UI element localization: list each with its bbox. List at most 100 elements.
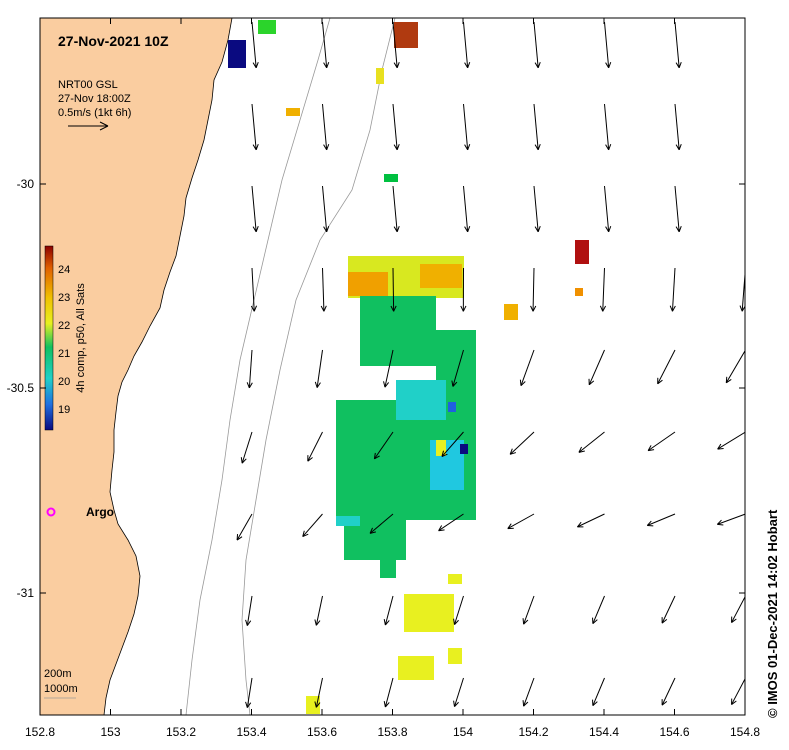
current-arrow [460, 267, 467, 312]
current-arrow [369, 513, 394, 534]
current-arrow [717, 431, 745, 450]
x-tick-label: 153.6 [307, 725, 337, 739]
current-arrow [578, 431, 605, 453]
contour-label-1000m: 1000m [44, 683, 78, 695]
x-tick-label: 153.2 [166, 725, 196, 739]
time-label: 27-Nov 18:00Z [58, 93, 131, 105]
current-arrow [441, 431, 464, 457]
current-arrow [507, 513, 535, 530]
y-tick-label: -30.5 [7, 381, 35, 395]
contour-label-200m: 200m [44, 668, 72, 680]
current-arrow [236, 513, 253, 541]
x-axis: 152.8 153 153.2 153.4 153.6 153.8 154 154.2 154.… [25, 18, 760, 739]
current-arrow [250, 267, 258, 312]
colorbar: 24 23 22 21 20 19 4h comp, p50, All Sats [44, 245, 87, 431]
current-arrow [592, 677, 605, 707]
current-arrow [533, 21, 541, 69]
current-arrow [383, 595, 394, 626]
colorbar-tick: 20 [58, 376, 70, 388]
colorbar-tick: 24 [58, 264, 70, 276]
current-arrow [746, 104, 752, 150]
current-arrow [604, 185, 612, 233]
x-tick-label: 154.2 [518, 725, 548, 739]
colorbar-tick: 23 [58, 292, 70, 304]
map-title: 27-Nov-2021 10Z [58, 33, 169, 49]
current-arrow [251, 103, 259, 151]
current-arrow [246, 349, 253, 389]
scale-label: 0.5m/s (1kt 6h) [58, 107, 131, 119]
current-arrow [463, 21, 471, 69]
current-arrow [746, 186, 752, 232]
y-tick-label: -31 [17, 586, 35, 600]
current-arrow [322, 185, 330, 233]
y-axis: -30 -30.5 -31 [7, 177, 745, 600]
current-arrow [592, 595, 605, 625]
current-arrow [674, 21, 682, 69]
colorbar-tick: 21 [58, 348, 70, 360]
current-arrow [392, 185, 400, 233]
current-arrow [438, 513, 464, 532]
current-arrow [604, 103, 612, 151]
x-tick-label: 152.8 [25, 725, 55, 739]
x-tick-label: 153.8 [377, 725, 407, 739]
current-arrow [725, 349, 745, 384]
current-arrow [245, 677, 253, 708]
current-arrow [392, 21, 400, 69]
current-arrow [251, 21, 259, 69]
current-arrow [383, 677, 394, 708]
current-arrow [463, 185, 471, 233]
current-arrow [604, 21, 612, 69]
current-arrow [519, 349, 535, 387]
current-arrow [307, 431, 323, 462]
current-arrow [314, 677, 323, 708]
x-tick-label: 153 [100, 725, 120, 739]
credit-label: © IMOS 01-Dec-2021 14:02 Hobart [765, 509, 780, 718]
coastline-land [40, 18, 233, 715]
current-arrow [674, 103, 682, 151]
argo-label: Argo [86, 505, 114, 519]
x-tick-label: 154.4 [589, 725, 619, 739]
current-arrow [669, 267, 676, 312]
current-arrow [302, 513, 323, 538]
current-arrow [588, 349, 605, 386]
current-arrow [240, 431, 253, 464]
current-arrow [533, 185, 541, 233]
current-arrow [509, 431, 535, 455]
current-arrow [390, 267, 397, 312]
current-arrow [322, 103, 330, 151]
current-arrow [451, 349, 464, 387]
current-arrow [392, 103, 400, 151]
current-arrow [746, 22, 752, 68]
current-arrow [245, 595, 253, 626]
current-arrow [453, 595, 464, 625]
current-arrow [599, 267, 607, 312]
current-arrow [577, 513, 605, 528]
x-tick-label: 153.4 [236, 725, 266, 739]
colorbar-tick: 22 [58, 320, 70, 332]
product-label: NRT00 GSL [58, 79, 118, 91]
argo-float-marker [46, 507, 56, 517]
current-arrow [661, 677, 676, 706]
sst-cells [228, 20, 589, 714]
current-arrow [383, 349, 394, 388]
current-arrow [731, 595, 745, 623]
current-vectors [236, 21, 752, 708]
scale-arrow-icon [68, 121, 109, 131]
current-arrow [522, 677, 535, 707]
current-arrow [320, 267, 327, 312]
current-arrow [251, 185, 259, 233]
current-arrow [646, 513, 676, 527]
x-tick-label: 154 [453, 725, 473, 739]
current-arrow [314, 595, 323, 626]
current-arrow [453, 677, 464, 707]
current-arrow [530, 267, 537, 312]
colorbar-tick: 19 [58, 404, 70, 416]
x-tick-label: 154.8 [730, 725, 760, 739]
current-arrow [657, 349, 676, 385]
current-arrow [522, 595, 535, 625]
current-arrow [731, 677, 745, 705]
current-arrow [373, 431, 394, 460]
x-tick-label: 154.6 [659, 725, 689, 739]
current-arrow [322, 21, 330, 69]
